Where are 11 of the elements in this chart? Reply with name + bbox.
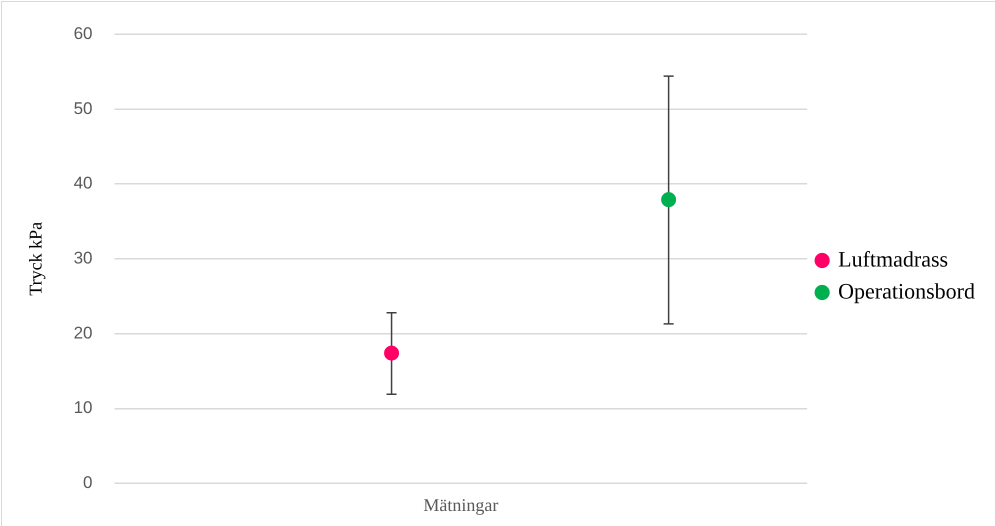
y-tick-label: 30 (74, 248, 93, 268)
y-tick-label: 50 (74, 98, 93, 118)
legend-label: Operationsbord (838, 278, 976, 304)
legend-label: Luftmadrass (838, 246, 948, 272)
y-tick-label: 0 (83, 473, 93, 492)
y-axis-title: Tryck kPa (26, 222, 46, 296)
y-tick-label: 60 (74, 24, 93, 43)
y-tick-label: 20 (74, 323, 93, 342)
y-tick-label: 40 (74, 174, 93, 193)
y-tick-label: 10 (74, 398, 93, 418)
x-axis-title: Mätningar (423, 494, 498, 515)
